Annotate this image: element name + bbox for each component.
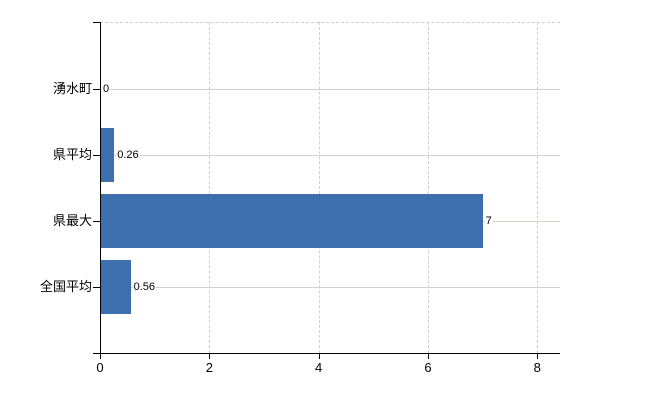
- category-label-0: 湧水町: [52, 81, 92, 96]
- plot-top-border: [100, 22, 560, 23]
- h-gridline-1: [100, 155, 560, 156]
- v-gridline-4: [318, 22, 320, 353]
- category-label-3: 全国平均: [39, 279, 92, 294]
- y-axis-line: [100, 22, 101, 354]
- x-axis-tick-4: [318, 353, 320, 359]
- x-tick-label-2: 2: [205, 360, 213, 375]
- h-gridline-3: [100, 287, 560, 288]
- bar-1: [100, 128, 115, 182]
- value-label-2: 7: [484, 214, 493, 228]
- x-tick-label-6: 6: [424, 360, 432, 375]
- value-label-0: 0: [102, 82, 111, 96]
- x-axis-tick-0: [100, 353, 101, 359]
- y-axis-tick-3: [93, 287, 100, 288]
- x-axis-line: [95, 353, 560, 354]
- bar-3: [100, 260, 131, 314]
- x-axis-tick-2: [209, 353, 211, 359]
- v-gridline-2: [209, 22, 211, 353]
- y-axis-tick-1: [93, 155, 100, 156]
- category-label-2: 県最大: [52, 213, 92, 228]
- x-tick-label-4: 4: [315, 360, 323, 375]
- value-label-3: 0.56: [132, 280, 157, 294]
- y-axis-tick-0: [93, 89, 100, 90]
- x-axis-tick-6: [427, 353, 429, 359]
- y-axis-tick-2: [93, 221, 100, 222]
- x-tick-label-8: 8: [533, 360, 541, 375]
- x-axis-tick-8: [537, 353, 539, 359]
- category-label-1: 県平均: [52, 147, 92, 162]
- plot-area: 0 0.26 7 0.56: [100, 22, 560, 353]
- y-axis-end-tick-0: [93, 22, 100, 23]
- v-gridline-6: [427, 22, 429, 353]
- value-label-1: 0.26: [116, 148, 140, 162]
- v-gridline-8: [537, 22, 539, 353]
- x-tick-label-0: 0: [96, 360, 104, 375]
- bar-2: [100, 194, 483, 248]
- y-axis-end-tick-1: [93, 353, 100, 354]
- h-gridline-0: [100, 89, 560, 90]
